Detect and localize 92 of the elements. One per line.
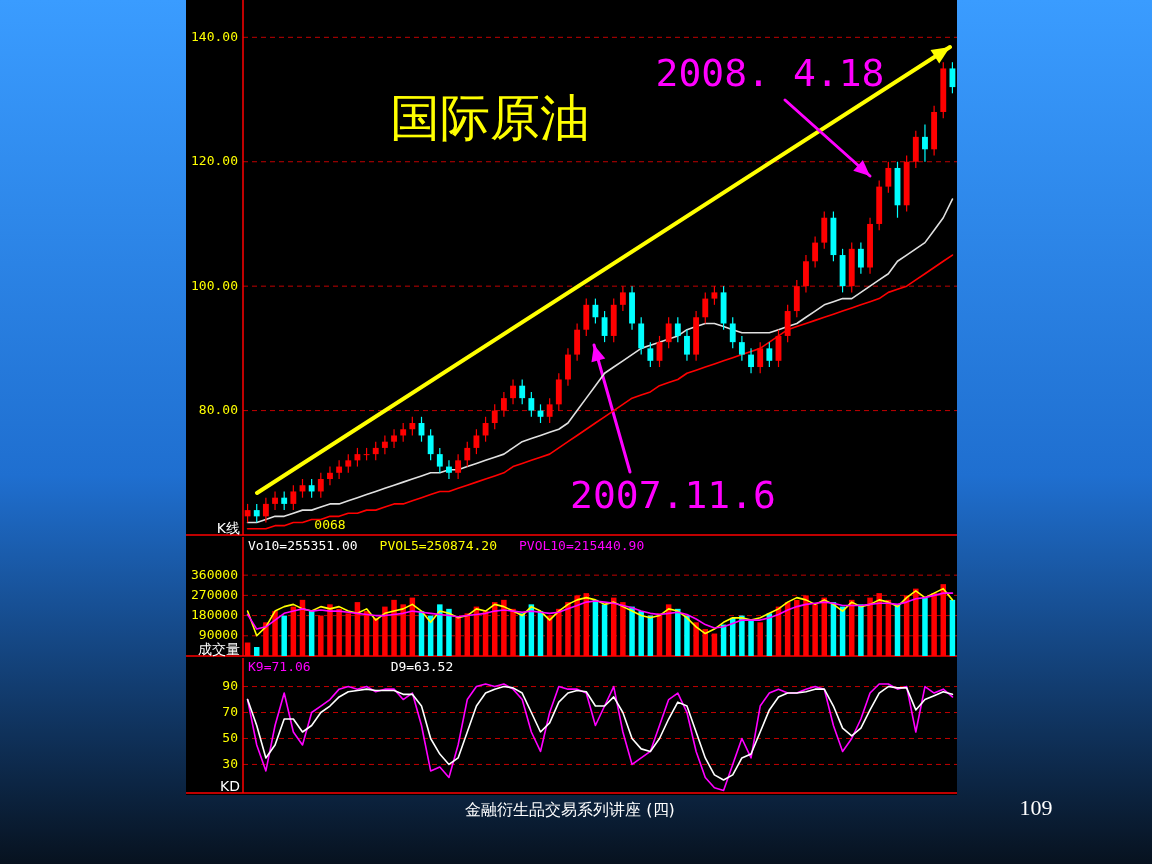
candlestick [711,285,718,306]
candlestick [446,459,452,480]
y-tick-label: 80.00 [198,402,238,418]
candlestick [528,391,535,418]
candlestick [619,285,626,312]
y-tick-label: 70 [222,704,238,720]
line-series [246,587,954,637]
candlestick [455,453,462,480]
bar [684,615,690,656]
y-axis-title: 成交量 [198,641,240,657]
candlestick [473,428,480,455]
annotation: 2007.11.6 [570,473,776,517]
bar [629,606,635,656]
candlestick [510,378,516,405]
candlestick [665,316,672,349]
candlestick [592,298,599,325]
bar [601,604,608,656]
candlestick [812,235,819,269]
candlestick [885,161,892,194]
candlestick [281,490,288,511]
bar [446,608,452,656]
y-tick-label: 360000 [191,566,238,582]
candlestick [308,478,315,499]
bar [638,611,644,656]
line-series [246,254,954,530]
candlestick [738,335,745,362]
candlestick [922,123,928,163]
y-tick-label: 120.00 [191,153,238,169]
candlestick [482,416,489,443]
candlestick [601,310,608,343]
series-label: D9=63.52 [390,659,454,674]
bar [675,608,681,656]
y-axis-title: KD [220,778,240,794]
candlestick [272,490,278,511]
series-label: K9=71.06 [248,659,311,674]
candlestick [262,497,269,524]
candlestick [519,378,526,405]
y-axis-title: K线 [216,520,240,536]
candlestick [702,291,709,325]
bar [253,647,260,656]
y-tick-label: 30 [222,755,238,771]
candlestick [253,503,260,524]
candlestick [372,441,379,461]
y-tick-label: 50 [222,729,238,745]
candlestick [757,341,764,374]
candlestick [464,441,471,468]
candlestick [729,316,736,349]
y-tick-label: 180000 [191,607,238,623]
bar [949,599,956,656]
candlestick [400,422,407,443]
candlestick [748,347,754,374]
bar [519,613,525,656]
text: PVOL10=215440.90 [518,538,645,553]
bar [437,604,443,656]
candlestick [500,391,507,418]
candlestick [949,61,956,94]
text: PVOL5=250874.20 [379,538,497,553]
candlestick [391,428,397,449]
text: 109 [1019,795,1053,820]
candlestick [290,484,297,511]
y-tick-label: 100.00 [191,277,238,293]
y-tick-label: 270000 [191,586,238,602]
y-tick-label: 90000 [198,627,238,643]
candlestick [684,329,690,362]
candlestick [766,341,773,368]
candlestick [427,428,434,461]
candlestick [345,453,352,474]
candlestick [381,434,388,455]
candlestick [409,416,416,437]
line-series [246,592,954,630]
bar [858,604,864,656]
candlestick [674,316,681,343]
y-tick-label: 90 [222,678,238,694]
bar [739,615,745,656]
candlestick [491,403,498,430]
text: 国际原油 [390,89,590,147]
bar [748,620,754,656]
annotation: 0068 [314,517,346,532]
candlestick [647,341,654,368]
bar [922,597,928,656]
annotation: 2008. 4.18 [655,51,885,95]
candlestick [857,242,864,275]
text: 金融衍生品交易系列讲座 (四) [465,800,675,819]
candlestick [546,397,553,424]
candlestick [336,459,343,480]
candlestick [436,447,443,474]
candlestick [354,447,361,468]
y-tick-label: 140.00 [191,28,238,44]
candlestick [317,472,324,499]
annotation: Vo10=255351.00 [248,538,358,553]
bar [281,615,287,656]
candlestick [327,465,333,486]
